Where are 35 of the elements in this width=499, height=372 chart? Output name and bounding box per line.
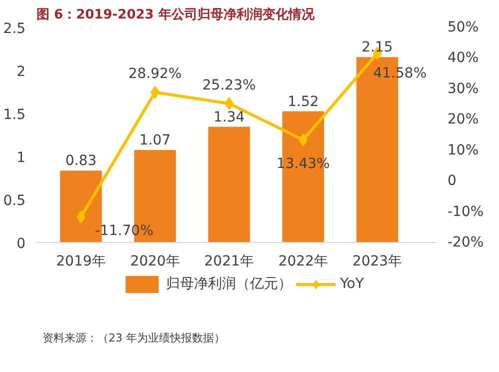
y-tick-label: 0 xyxy=(16,236,26,252)
text: 资料来源：（23 年为业绩快报数据） xyxy=(42,332,225,344)
x-tick-label: 2020年 xyxy=(130,254,180,270)
data-label: 1.07 xyxy=(139,132,171,148)
y2-tick-label: -20% xyxy=(448,234,484,250)
y2-tick-label: -10% xyxy=(448,204,484,220)
point xyxy=(150,86,160,99)
data-label: 28.92% xyxy=(128,66,182,82)
chart-title: 图 6：2019-2023 年公司归母净利润变化情况 xyxy=(36,6,316,22)
x-tick-label: 2019年 xyxy=(56,254,106,270)
y2-tick-label: 0 xyxy=(448,173,456,190)
y2-tick-label: 10% xyxy=(448,142,479,158)
y-tick-label: 1.5 xyxy=(3,107,26,123)
y2-tick-label: 30% xyxy=(448,80,479,97)
y-tick-label: 2.5 xyxy=(3,21,26,37)
y-tick-label: 1 xyxy=(16,150,26,166)
legend-label: YoY xyxy=(340,276,364,292)
point xyxy=(76,210,86,224)
legend-label: 归母净利润（亿元） xyxy=(166,275,292,293)
point xyxy=(298,133,308,146)
y2-tick-label: 40% xyxy=(448,50,479,66)
point xyxy=(224,97,234,110)
data-label: 1.52 xyxy=(288,94,319,110)
x-tick-label: 2023年 xyxy=(352,254,402,270)
data-label: 0.83 xyxy=(65,153,97,170)
y2-tick-label: 20% xyxy=(448,112,479,128)
x-tick-label: 2021年 xyxy=(204,254,254,270)
y-tick-label: 0.5 xyxy=(3,193,26,209)
x-tick-label: 2022年 xyxy=(278,254,328,270)
bar xyxy=(208,126,250,242)
data-label: 25.23% xyxy=(202,78,256,94)
data-label: 2.15 xyxy=(362,40,393,56)
y2-tick-label: 50% xyxy=(448,20,479,36)
data-label: 1.34 xyxy=(214,109,245,126)
y-tick-label: 2 xyxy=(16,64,26,80)
